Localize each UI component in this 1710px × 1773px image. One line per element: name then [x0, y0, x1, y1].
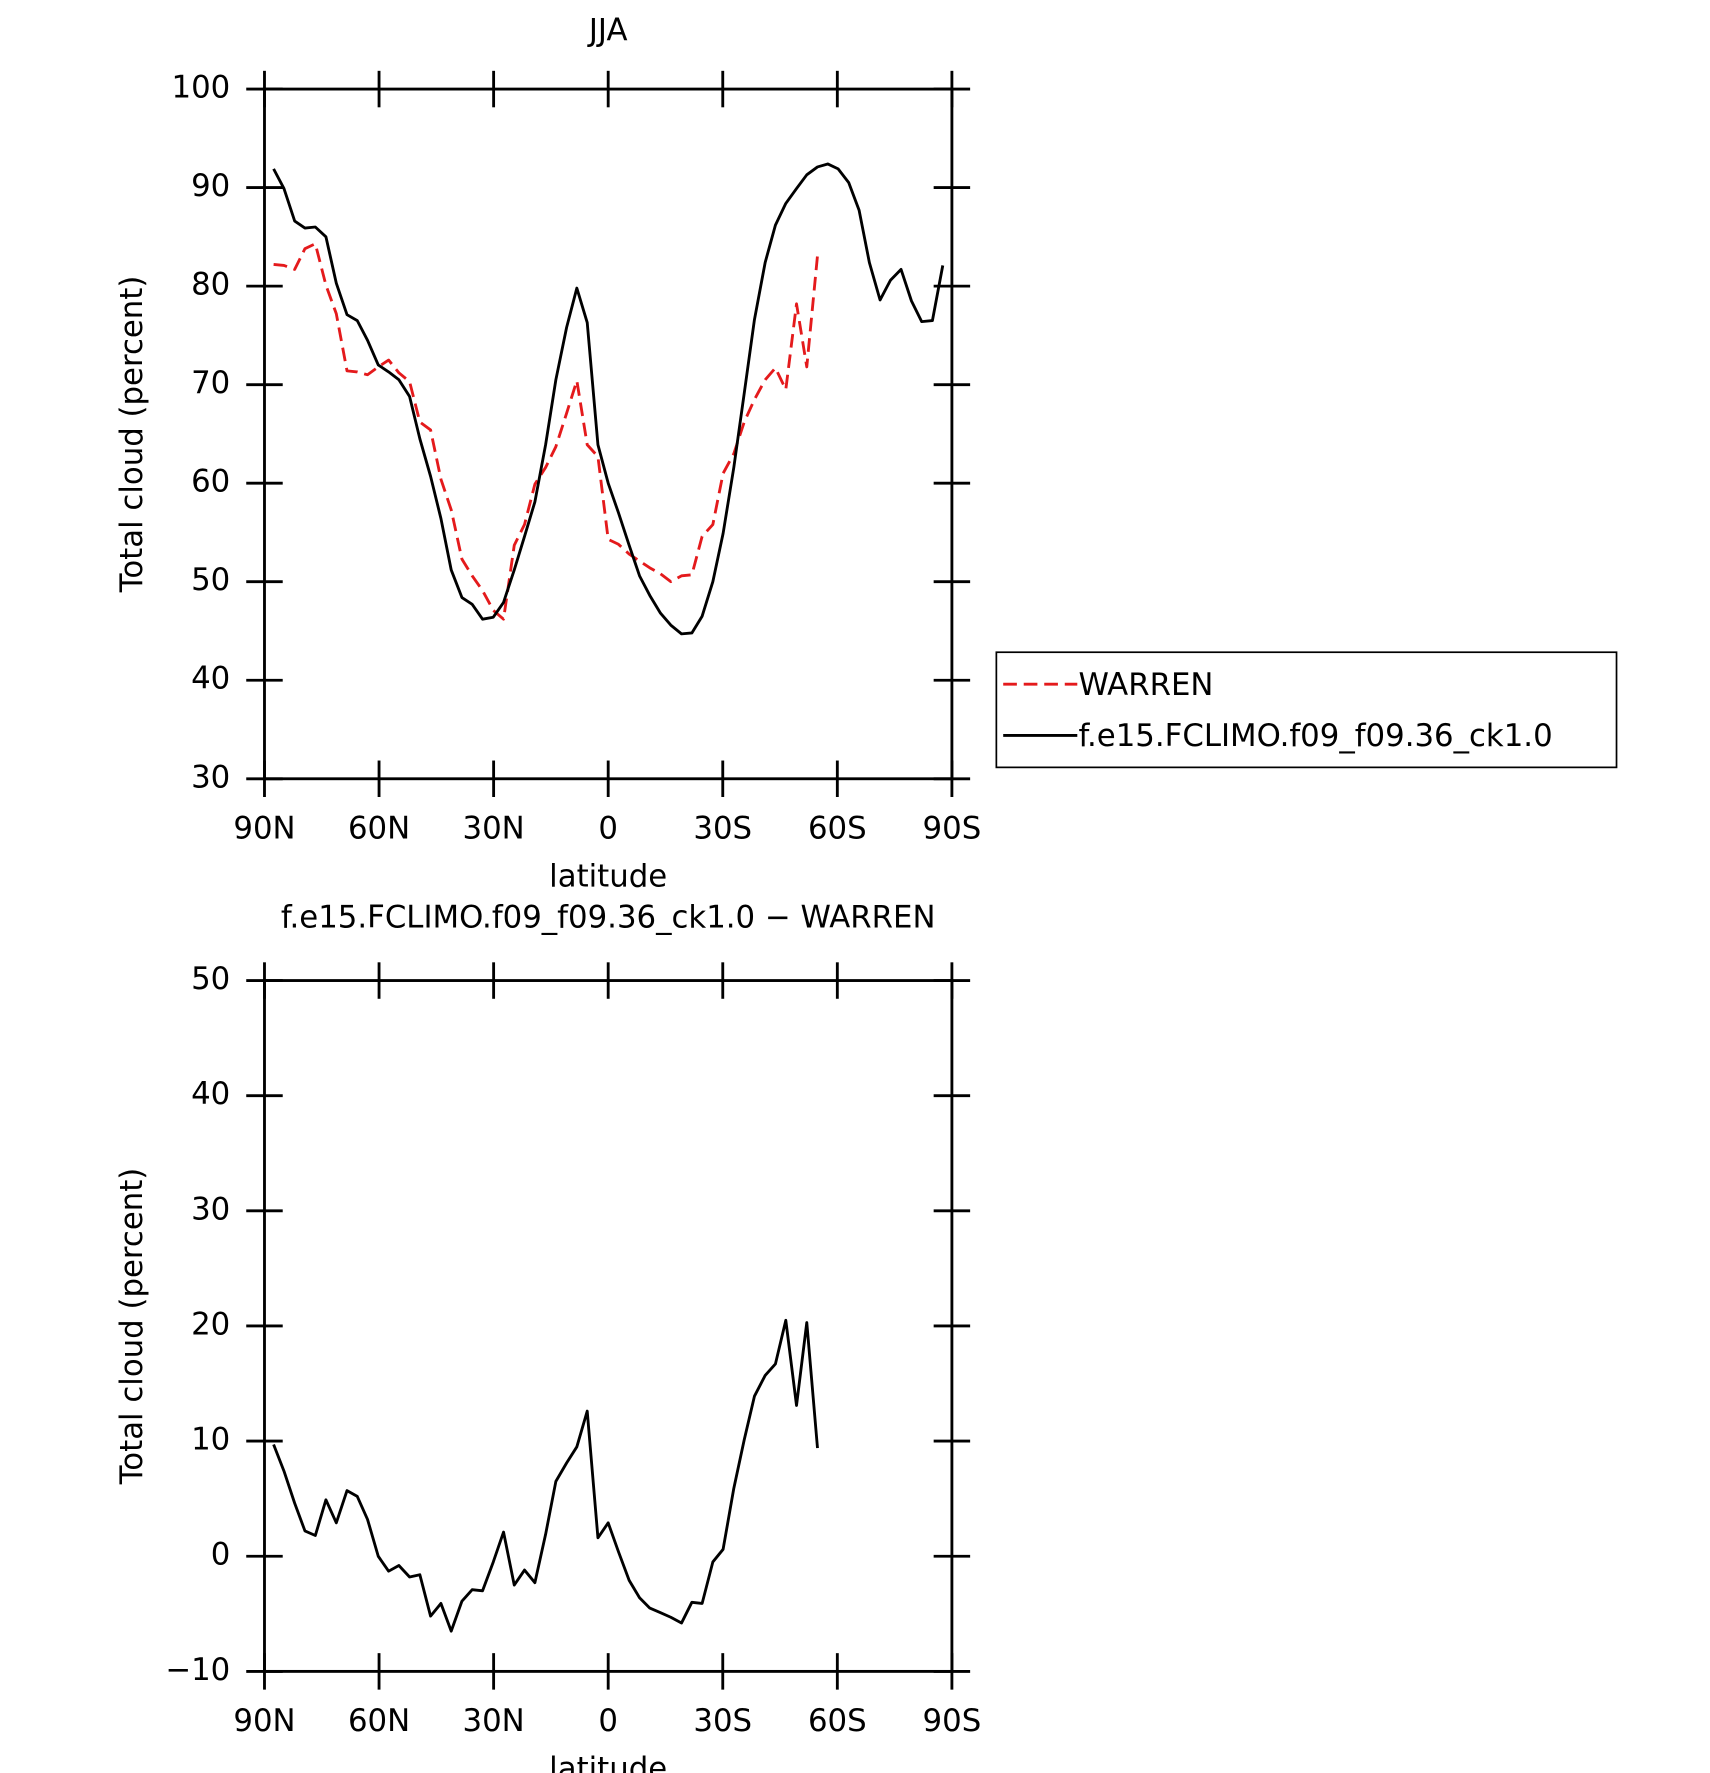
plot-frame: [263, 979, 954, 1673]
y-tick-label: 60: [191, 464, 230, 500]
legend-label: f.e15.FCLIMO.f09_f09.36_ck1.0: [1078, 718, 1552, 754]
legend-box: [995, 651, 1618, 769]
y-tick-label: 10: [191, 1422, 230, 1458]
plot-frame: [263, 87, 954, 781]
x-tick-label: 90S: [923, 811, 982, 847]
x-tick-label: 0: [598, 811, 618, 847]
x-tick-label: 30N: [463, 1703, 525, 1739]
chart-title: f.e15.FCLIMO.f09_f09.36_ck1.0 − WARREN: [281, 899, 936, 935]
x-tick-label: 60N: [348, 811, 410, 847]
x-tick-label: 60S: [808, 1703, 867, 1739]
x-tick-label: 60N: [348, 1703, 410, 1739]
series-line: [272, 162, 945, 636]
x-tick-label: 90S: [923, 1703, 982, 1739]
x-tick-label: 30S: [693, 811, 752, 847]
y-tick-label: 50: [191, 961, 230, 997]
series-line: [272, 1318, 819, 1633]
y-tick-label: 90: [191, 168, 230, 204]
y-axis-label: Total cloud (percent): [114, 1168, 150, 1486]
y-tick-label: 70: [191, 365, 230, 401]
y-tick-label: 100: [172, 70, 231, 106]
x-tick-label: 90N: [233, 1703, 295, 1739]
x-axis-label: latitude: [549, 858, 667, 894]
chart-title: JJA: [587, 13, 628, 49]
y-tick-label: 40: [191, 1076, 230, 1112]
x-tick-label: 30S: [693, 1703, 752, 1739]
x-tick-label: 0: [598, 1703, 618, 1739]
x-tick-label: 90N: [233, 811, 295, 847]
y-axis-label: Total cloud (percent): [114, 276, 150, 594]
y-tick-label: 20: [191, 1306, 230, 1342]
series-line: [273, 242, 819, 621]
x-axis-label: latitude: [549, 1751, 667, 1773]
legend-label: WARREN: [1078, 667, 1213, 703]
x-tick-label: 30N: [463, 811, 525, 847]
x-tick-label: 60S: [808, 811, 867, 847]
y-tick-label: 40: [191, 661, 230, 697]
y-tick-label: −10: [165, 1652, 230, 1688]
y-tick-label: 50: [191, 562, 230, 598]
y-tick-label: 30: [191, 1191, 230, 1227]
y-tick-label: 30: [191, 759, 230, 795]
y-tick-label: 80: [191, 267, 230, 303]
y-tick-label: 0: [211, 1537, 231, 1573]
